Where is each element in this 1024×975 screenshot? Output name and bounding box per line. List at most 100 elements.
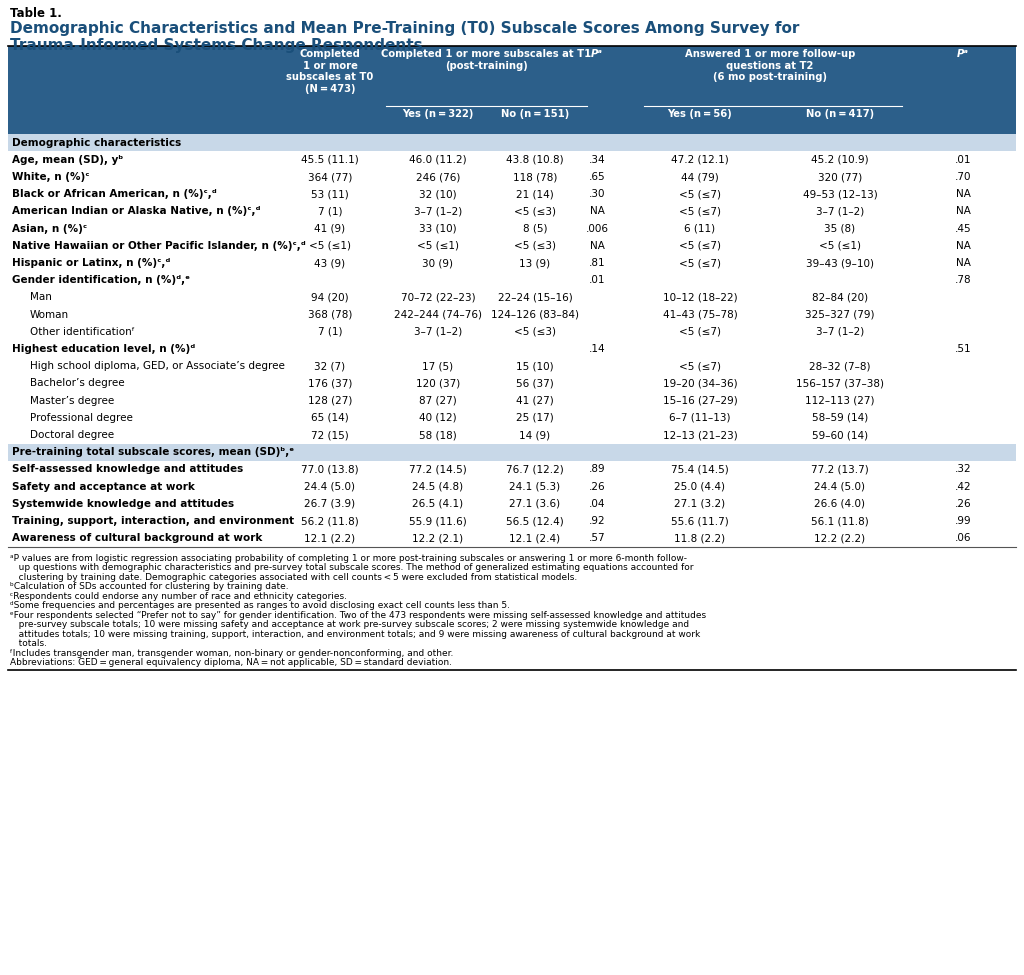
Text: Asian, n (%)ᶜ: Asian, n (%)ᶜ [12, 223, 87, 234]
Text: Native Hawaiian or Other Pacific Islander, n (%)ᶜ,ᵈ: Native Hawaiian or Other Pacific Islande… [12, 241, 306, 251]
Text: 56 (37): 56 (37) [516, 378, 554, 388]
Text: 41–43 (75–78): 41–43 (75–78) [663, 310, 737, 320]
Text: .32: .32 [954, 464, 972, 475]
Text: 28–32 (7–8): 28–32 (7–8) [809, 361, 870, 371]
Text: 325–327 (79): 325–327 (79) [805, 310, 874, 320]
Text: .42: .42 [954, 482, 972, 491]
Text: <5 (≤1): <5 (≤1) [417, 241, 459, 251]
Text: 246 (76): 246 (76) [416, 172, 460, 182]
Text: American Indian or Alaska Native, n (%)ᶜ,ᵈ: American Indian or Alaska Native, n (%)ᶜ… [12, 207, 260, 216]
Text: 22–24 (15–16): 22–24 (15–16) [498, 292, 572, 302]
Text: Safety and acceptance at work: Safety and acceptance at work [12, 482, 195, 491]
Text: .26: .26 [589, 482, 605, 491]
Text: 77.2 (14.5): 77.2 (14.5) [410, 464, 467, 475]
Text: NA: NA [955, 207, 971, 216]
Text: 58–59 (14): 58–59 (14) [812, 412, 868, 423]
Text: <5 (≤3): <5 (≤3) [514, 327, 556, 336]
Bar [8, 151, 1016, 169]
Text: 30 (9): 30 (9) [423, 258, 454, 268]
Text: Yes (n = 56): Yes (n = 56) [668, 109, 732, 119]
Text: .51: .51 [954, 344, 972, 354]
Bar [8, 203, 1016, 220]
Text: .81: .81 [589, 258, 605, 268]
Bar [8, 392, 1016, 410]
Text: 55.6 (11.7): 55.6 (11.7) [671, 516, 729, 526]
Bar [8, 478, 1016, 495]
Text: <5 (≤7): <5 (≤7) [679, 241, 721, 251]
Text: 6 (11): 6 (11) [684, 223, 716, 234]
Text: 82–84 (20): 82–84 (20) [812, 292, 868, 302]
Text: 7 (1): 7 (1) [317, 327, 342, 336]
Text: 15 (10): 15 (10) [516, 361, 554, 371]
Text: .26: .26 [954, 499, 972, 509]
Text: totals.: totals. [10, 640, 47, 648]
Text: Highest education level, n (%)ᵈ: Highest education level, n (%)ᵈ [12, 344, 196, 354]
Text: Awareness of cultural background at work: Awareness of cultural background at work [12, 533, 262, 543]
Text: 124–126 (83–84): 124–126 (83–84) [490, 310, 579, 320]
Text: 13 (9): 13 (9) [519, 258, 551, 268]
Text: <5 (≤7): <5 (≤7) [679, 327, 721, 336]
Text: 21 (14): 21 (14) [516, 189, 554, 199]
Bar [8, 254, 1016, 272]
Text: 45.5 (11.1): 45.5 (11.1) [301, 155, 358, 165]
Text: Demographic Characteristics and Mean Pre-Training (T0) Subscale Scores Among Sur: Demographic Characteristics and Mean Pre… [10, 21, 800, 36]
Bar [8, 272, 1016, 289]
Text: 44 (79): 44 (79) [681, 172, 719, 182]
Bar [8, 46, 1016, 134]
Text: Demographic characteristics: Demographic characteristics [12, 137, 181, 147]
Text: Gender identification, n (%)ᵈ,ᵉ: Gender identification, n (%)ᵈ,ᵉ [12, 275, 190, 286]
Text: ᵈSome frequencies and percentages are presented as ranges to avoid disclosing ex: ᵈSome frequencies and percentages are pr… [10, 602, 510, 610]
Text: <5 (≤1): <5 (≤1) [819, 241, 861, 251]
Text: 27.1 (3.6): 27.1 (3.6) [509, 499, 560, 509]
Text: 7 (1): 7 (1) [317, 207, 342, 216]
Text: .65: .65 [589, 172, 605, 182]
Text: 364 (77): 364 (77) [308, 172, 352, 182]
Text: 15–16 (27–29): 15–16 (27–29) [663, 396, 737, 406]
Text: Table 1.: Table 1. [10, 7, 61, 20]
Text: pre-survey subscale totals; 10 were missing safety and acceptance at work pre-su: pre-survey subscale totals; 10 were miss… [10, 620, 689, 629]
Text: up questions with demographic characteristics and pre-survey total subscale scor: up questions with demographic characteri… [10, 564, 693, 572]
Text: High school diploma, GED, or Associate’s degree: High school diploma, GED, or Associate’s… [30, 361, 285, 371]
Text: <5 (≤1): <5 (≤1) [309, 241, 351, 251]
Text: .34: .34 [589, 155, 605, 165]
Text: White, n (%)ᶜ: White, n (%)ᶜ [12, 172, 89, 182]
Text: 26.5 (4.1): 26.5 (4.1) [413, 499, 464, 509]
Text: No (n = 417): No (n = 417) [806, 109, 874, 119]
Bar [8, 444, 1016, 461]
Text: 26.6 (4.0): 26.6 (4.0) [814, 499, 865, 509]
Text: 112–113 (27): 112–113 (27) [805, 396, 874, 406]
Text: .99: .99 [954, 516, 972, 526]
Text: .45: .45 [954, 223, 972, 234]
Text: <5 (≤7): <5 (≤7) [679, 189, 721, 199]
Text: NA: NA [955, 241, 971, 251]
Text: 33 (10): 33 (10) [419, 223, 457, 234]
Text: 45.2 (10.9): 45.2 (10.9) [811, 155, 868, 165]
Text: NA: NA [955, 258, 971, 268]
Text: 55.9 (11.6): 55.9 (11.6) [410, 516, 467, 526]
Text: Trauma-Informed Systems Change Respondents: Trauma-Informed Systems Change Responden… [10, 38, 423, 53]
Bar [8, 513, 1016, 529]
Text: 56.1 (11.8): 56.1 (11.8) [811, 516, 869, 526]
Text: .01: .01 [589, 275, 605, 286]
Text: Hispanic or Latinx, n (%)ᶜ,ᵈ: Hispanic or Latinx, n (%)ᶜ,ᵈ [12, 258, 170, 268]
Text: 156–157 (37–38): 156–157 (37–38) [796, 378, 884, 388]
Text: 56.5 (12.4): 56.5 (12.4) [506, 516, 564, 526]
Text: 120 (37): 120 (37) [416, 378, 460, 388]
Bar [8, 426, 1016, 444]
Text: 87 (27): 87 (27) [419, 396, 457, 406]
Text: 24.4 (5.0): 24.4 (5.0) [814, 482, 865, 491]
Text: 11.8 (2.2): 11.8 (2.2) [675, 533, 726, 543]
Text: 12.1 (2.4): 12.1 (2.4) [509, 533, 560, 543]
Text: Training, support, interaction, and environment: Training, support, interaction, and envi… [12, 516, 294, 526]
Text: NA: NA [955, 189, 971, 199]
Text: .14: .14 [589, 344, 605, 354]
Text: Answered 1 or more follow-up
questions at T2
(6 mo post-training): Answered 1 or more follow-up questions a… [685, 49, 855, 82]
Text: Pre-training total subscale scores, mean (SD)ᵇ,ᵉ: Pre-training total subscale scores, mean… [12, 448, 294, 457]
Text: .01: .01 [954, 155, 971, 165]
Bar [8, 374, 1016, 392]
Text: 56.2 (11.8): 56.2 (11.8) [301, 516, 358, 526]
Text: 40 (12): 40 (12) [419, 412, 457, 423]
Text: ᶠIncludes transgender man, transgender woman, non-binary or gender-nonconforming: ᶠIncludes transgender man, transgender w… [10, 648, 454, 658]
Bar [8, 220, 1016, 237]
Text: 17 (5): 17 (5) [423, 361, 454, 371]
